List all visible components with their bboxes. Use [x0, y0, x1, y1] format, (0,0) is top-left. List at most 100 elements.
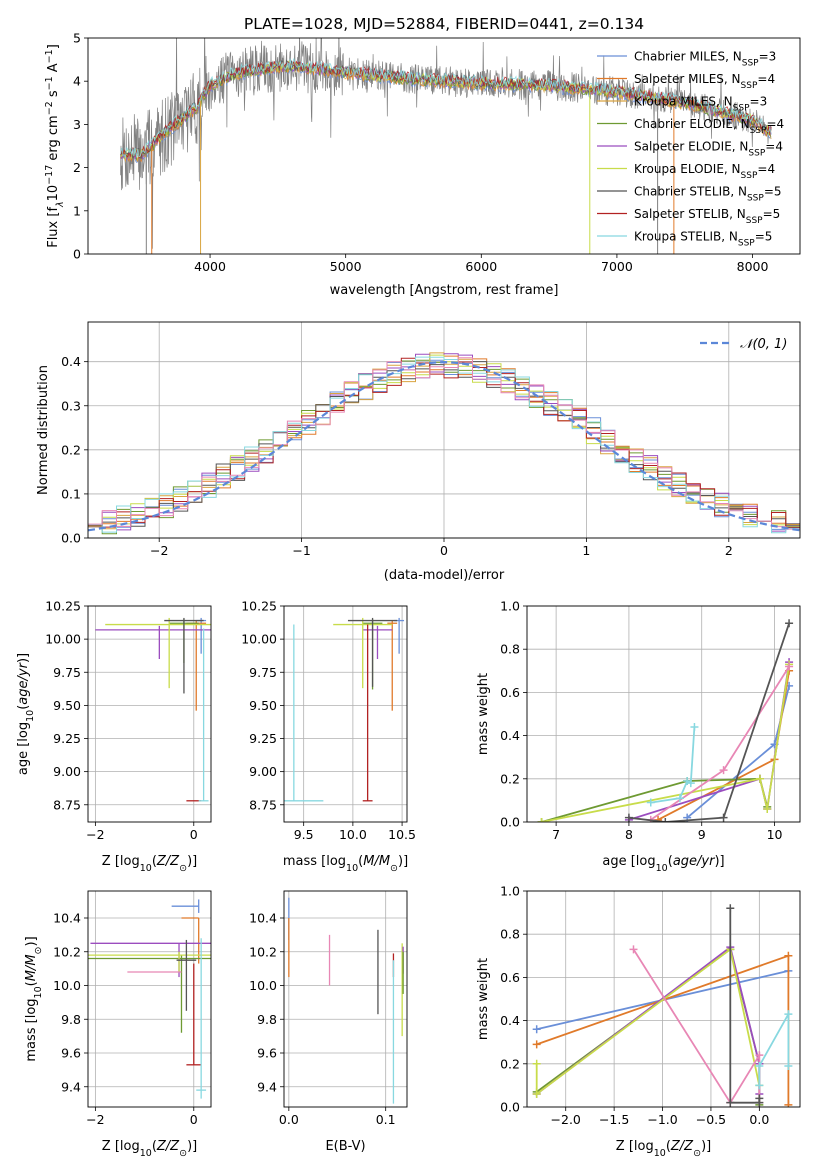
label-part: ( — [24, 981, 39, 986]
y-tick-label: 10.0 — [53, 978, 81, 993]
plot-area-mass_vs_Z — [88, 899, 211, 1099]
y-tick-label: 0.1 — [61, 486, 81, 501]
label-part: −1 — [44, 49, 55, 63]
label-part: )] — [187, 854, 197, 869]
x-tick-label: 8000 — [737, 259, 769, 274]
label-part: ⊙ — [33, 947, 44, 955]
y-axis-label: age [log10(age/yr)] — [16, 653, 36, 775]
legend-sub: SSP — [741, 81, 758, 91]
weight-marker — [755, 774, 764, 783]
weight-marker — [629, 945, 638, 954]
x-tick-label: 0 — [440, 543, 448, 558]
legend-sub: SSP — [747, 194, 764, 204]
legend-entry: Salpeter STELIB, NSSP=5 — [634, 207, 780, 226]
weight-marker — [690, 722, 699, 731]
x-tick-label: −2 — [150, 543, 168, 558]
legend-label: Kroupa MILES, N — [634, 95, 733, 109]
x-axis-label: mass [log10(M/M⊙)] — [283, 854, 408, 874]
axes-frame — [87, 321, 801, 539]
error-bar-point — [171, 899, 200, 913]
y-tick-label: 0.8 — [500, 642, 520, 657]
axes-frame — [87, 890, 212, 1108]
weight-marker — [726, 904, 735, 913]
legend-label: Chabrier ELODIE, N — [634, 117, 750, 131]
label-part: 10 — [654, 1148, 666, 1159]
plot-area-age_vs_Z — [95, 617, 211, 802]
y-axis-label: Normed distribution — [36, 365, 51, 495]
label-part: )] — [714, 854, 724, 869]
label-part: age/yr — [16, 661, 31, 704]
panel-residuals: −2 −1 0 1 2 0.0 0.1 0.2 0.3 0.4 (data-model)/error… — [36, 321, 801, 583]
x-tick-label: 9 — [698, 827, 706, 842]
legend-label: Kroupa STELIB, N — [634, 230, 738, 244]
label-part: ( — [668, 854, 673, 869]
x-axis-label: Z [log10(Z/Z⊙)] — [102, 854, 197, 874]
weight-line — [686, 685, 790, 819]
label-part: 10 — [25, 710, 36, 722]
y-tick-label: 1.0 — [500, 599, 520, 614]
weight-marker — [661, 818, 670, 822]
residual-histogram — [88, 357, 800, 529]
x-tick-label: 0.1 — [376, 1112, 396, 1127]
y-tick-label: 3 — [73, 117, 81, 132]
weight-marker — [755, 1061, 764, 1070]
y-tick-label: 9.25 — [53, 731, 81, 746]
y-tick-label: 0.0 — [500, 815, 520, 830]
y-tick-label: 0.6 — [500, 685, 520, 700]
label-part: ⊙ — [390, 863, 398, 874]
plot-area-mass_vs_ebv — [288, 897, 404, 1104]
plot-area-weight_vs_age — [537, 619, 794, 822]
y-tick-label: 0.0 — [500, 1100, 520, 1115]
label-part: 10 — [346, 863, 358, 874]
error-bar-point — [186, 963, 202, 1066]
label-part: )] — [187, 1139, 197, 1154]
x-axis-label: E(B-V) — [325, 1139, 365, 1154]
weight-line — [758, 1010, 790, 1086]
weight-line — [535, 947, 761, 1096]
weight-marker — [755, 1051, 764, 1060]
error-bar-point — [164, 617, 204, 694]
y-tick-label: 0.2 — [61, 442, 81, 457]
label-part: M/M — [363, 854, 390, 869]
plot-area-spectrum — [120, 38, 772, 254]
weight-marker — [719, 766, 728, 775]
legend-entry: Salpeter MILES, NSSP=4 — [634, 72, 775, 91]
weight-series — [646, 722, 699, 807]
error-bar-point — [176, 939, 197, 1011]
weight-marker — [624, 813, 633, 822]
y-tick-label: 9.6 — [257, 1046, 277, 1061]
legend-value: =5 — [764, 185, 782, 199]
x-axis-label: Z [log10(Z/Z⊙)] — [616, 1139, 711, 1159]
legend-sub: SSP — [742, 59, 759, 69]
label-part: age [log — [602, 854, 655, 869]
label-part: )] — [398, 854, 408, 869]
y-tick-label: 10.2 — [53, 944, 81, 959]
label-part: ⊙ — [179, 1148, 187, 1159]
y-tick-label: 10.0 — [249, 978, 277, 993]
error-bar-point — [105, 617, 211, 689]
error-bar-point — [181, 917, 200, 964]
label-part: A — [46, 63, 61, 76]
label-part: Z [log — [616, 1139, 654, 1154]
label-part: Z [log — [102, 854, 140, 869]
label-part: ( — [16, 705, 31, 710]
weight-marker — [686, 779, 695, 788]
x-tick-label: −2 — [86, 1112, 104, 1127]
error-bar-point — [198, 628, 209, 802]
label-part: Z/Z — [156, 854, 180, 869]
legend-sub: SSP — [746, 216, 763, 226]
y-tick-label: 9.4 — [61, 1079, 81, 1094]
axes-frame — [87, 605, 212, 823]
legend-sub: SSP — [750, 126, 767, 136]
legend-value: =5 — [755, 230, 773, 244]
legend-label: Salpeter MILES, N — [634, 72, 741, 86]
y-tick-label: 0.6 — [500, 970, 520, 985]
y-tick-label: 9.6 — [61, 1046, 81, 1061]
x-tick-label: 9.5 — [294, 827, 314, 842]
y-tick-label: 0.4 — [500, 728, 520, 743]
legend-label: Kroupa ELODIE, N — [634, 162, 741, 176]
label-part: 10 — [140, 1148, 152, 1159]
label-part: age/yr — [673, 854, 716, 869]
x-tick-label: 0 — [190, 1112, 198, 1127]
